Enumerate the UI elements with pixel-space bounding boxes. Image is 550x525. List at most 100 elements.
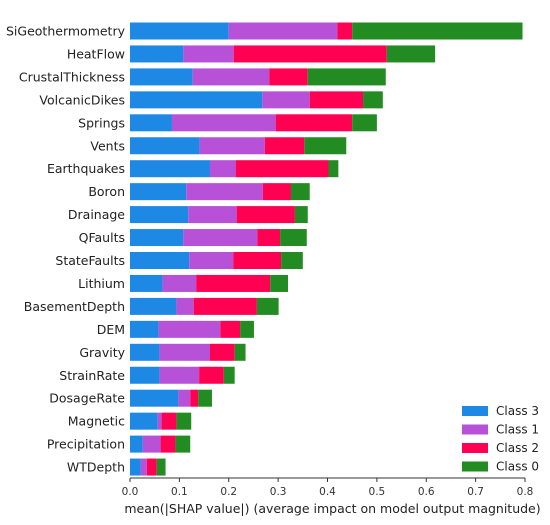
x-tick-label-0.4: 0.4: [319, 486, 336, 498]
bar-dosagerate-class-3: [130, 389, 179, 407]
bar-basementdepth-class-0: [256, 297, 279, 315]
bar-volcanicdikes-class-1: [262, 91, 310, 109]
bar-gravity-class-1: [159, 343, 210, 361]
stacked-bars: [130, 22, 523, 476]
bar-qfaults-class-3: [130, 229, 184, 247]
bar-statefaults-class-1: [189, 252, 234, 269]
y-tick-label-strainrate: StrainRate: [59, 368, 125, 383]
bar-crustalthickness-class-1: [192, 68, 270, 86]
bar-dem-class-0: [240, 320, 254, 338]
bar-earthquakes-class-1: [209, 160, 236, 178]
bar-statefaults-class-0: [281, 252, 303, 269]
legend-label-class-0: Class 0: [496, 460, 539, 474]
legend-swatch-class-0: [462, 461, 488, 472]
bar-heatflow-class-1: [183, 45, 234, 63]
x-tick-label-0.7: 0.7: [467, 486, 484, 498]
y-tick-label-earthquakes: Earthquakes: [47, 161, 125, 176]
y-tick-label-boron: Boron: [88, 184, 125, 199]
bar-springs-class-0: [352, 114, 377, 132]
bar-magnetic-class-1: [157, 412, 162, 430]
legend-swatch-class-3: [462, 406, 488, 416]
bar-earthquakes-class-0: [328, 160, 339, 178]
bar-strainrate-class-1: [159, 366, 200, 384]
bar-magnetic-class-3: [130, 412, 158, 430]
bar-precipitation-class-3: [130, 435, 143, 453]
x-tick-label-0.5: 0.5: [369, 486, 386, 498]
bar-volcanicdikes-class-3: [130, 91, 263, 109]
bar-drainage-class-1: [188, 206, 237, 224]
bar-precipitation-class-1: [142, 435, 161, 453]
bar-sigeothermometry-class-0: [352, 22, 523, 40]
y-tick-label-wtdepth: WTDepth: [67, 460, 125, 475]
bar-gravity-class-2: [209, 343, 235, 361]
bar-sigeothermometry-class-1: [228, 22, 338, 40]
x-tick-label-0.2: 0.2: [220, 486, 237, 498]
y-tick-label-precipitation: Precipitation: [47, 437, 125, 452]
bar-earthquakes-class-3: [130, 160, 210, 178]
bar-drainage-class-2: [236, 206, 295, 224]
bar-magnetic-class-2: [161, 412, 177, 430]
bar-drainage-class-0: [294, 206, 308, 224]
y-tick-label-statefaults: StateFaults: [55, 253, 125, 268]
bar-basementdepth-class-2: [193, 297, 257, 315]
y-tick-label-gravity: Gravity: [79, 345, 125, 360]
bar-sigeothermometry-class-2: [337, 22, 353, 40]
bar-dosagerate-class-0: [198, 389, 212, 407]
y-tick-label-springs: Springs: [78, 115, 125, 130]
bar-lithium-class-1: [162, 274, 197, 292]
bar-basementdepth-class-1: [176, 297, 194, 315]
bar-vents-class-1: [199, 137, 265, 155]
x-axis-ticks: 0.0 0.1 0.2 0.3 0.4 0.5 0.6 0.7 0.8: [122, 478, 533, 498]
bar-boron-class-2: [262, 183, 291, 201]
bar-springs-class-2: [275, 114, 353, 132]
y-tick-label-dem: DEM: [97, 322, 125, 337]
bar-boron-class-0: [290, 183, 310, 201]
bar-gravity-class-3: [130, 343, 160, 361]
bar-strainrate-class-3: [130, 366, 160, 384]
bar-dem-class-2: [220, 320, 241, 338]
bar-qfaults-class-2: [257, 229, 281, 247]
bar-vents-class-3: [130, 137, 200, 155]
bar-dosagerate-class-1: [178, 389, 191, 407]
bar-wtdepth-class-1: [140, 458, 147, 476]
bar-heatflow-class-0: [386, 45, 436, 63]
bar-crustalthickness-class-2: [269, 68, 308, 86]
y-tick-label-lithium: Lithium: [78, 276, 125, 291]
bar-precipitation-class-2: [160, 435, 176, 453]
bar-springs-class-1: [171, 114, 276, 132]
bar-wtdepth-class-0: [156, 458, 166, 476]
bar-qfaults-class-1: [183, 229, 258, 247]
bar-statefaults-class-2: [233, 252, 282, 269]
bar-basementdepth-class-3: [130, 297, 177, 315]
x-tick-label-0.1: 0.1: [171, 486, 188, 498]
bar-sigeothermometry-class-3: [130, 22, 229, 40]
bar-lithium-class-2: [196, 274, 271, 292]
bar-wtdepth-class-3: [130, 458, 141, 476]
y-tick-label-dosagerate: DosageRate: [49, 391, 125, 406]
x-axis-label: mean(|SHAP value|) (average impact on mo…: [124, 501, 540, 516]
bar-boron-class-3: [130, 183, 187, 201]
bar-wtdepth-class-2: [146, 458, 157, 476]
bar-heatflow-class-3: [130, 45, 184, 63]
bar-springs-class-3: [130, 114, 172, 132]
bar-strainrate-class-0: [223, 366, 235, 384]
bar-vents-class-2: [264, 137, 305, 155]
bar-gravity-class-0: [234, 343, 246, 361]
legend-label-class-1: Class 1: [496, 423, 539, 437]
legend-swatch-class-1: [462, 424, 488, 435]
bar-volcanicdikes-class-0: [363, 91, 383, 109]
bar-lithium-class-3: [130, 274, 163, 292]
legend-label-class-3: Class 3: [496, 404, 539, 418]
bar-drainage-class-3: [130, 206, 189, 224]
bar-boron-class-1: [186, 183, 263, 201]
y-tick-label-volcanicdikes: VolcanicDikes: [39, 92, 125, 107]
y-tick-label-magnetic: Magnetic: [68, 414, 125, 429]
bar-volcanicdikes-class-2: [309, 91, 364, 109]
legend: Class 3 Class 1 Class 2 Class 0: [462, 404, 539, 474]
bar-qfaults-class-0: [280, 229, 307, 247]
bar-lithium-class-0: [270, 274, 288, 292]
legend-swatch-class-2: [462, 443, 488, 453]
bar-crustalthickness-class-3: [130, 68, 193, 86]
y-tick-label-vents: Vents: [90, 138, 125, 153]
bar-strainrate-class-2: [199, 366, 224, 384]
